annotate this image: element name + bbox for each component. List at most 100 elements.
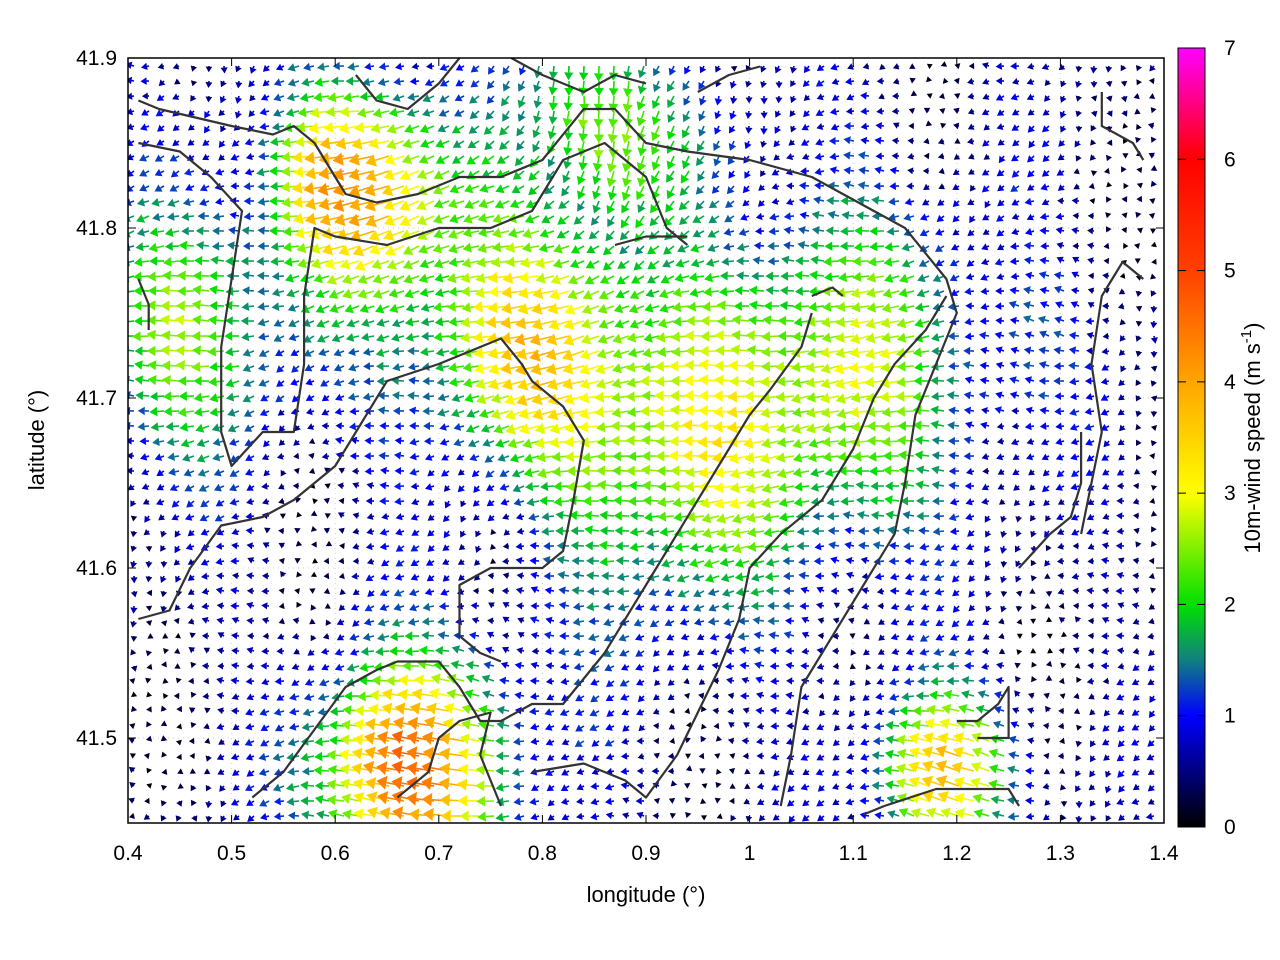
wind-vector-head bbox=[950, 543, 958, 551]
wind-vector-head bbox=[932, 288, 942, 297]
wind-vector-head bbox=[656, 332, 666, 343]
wind-vector-shaft bbox=[845, 440, 855, 444]
wind-vector-head bbox=[807, 452, 817, 463]
wind-vector-head bbox=[889, 182, 896, 191]
wind-vector-head bbox=[858, 541, 866, 550]
wind-vector-shaft bbox=[849, 184, 855, 187]
wind-vector-shaft bbox=[128, 275, 135, 279]
wind-vector-head bbox=[179, 422, 188, 432]
wind-vector-head bbox=[1053, 376, 1061, 386]
wind-vector-shaft bbox=[161, 140, 165, 143]
wind-vector-head bbox=[393, 77, 401, 86]
wind-vector-shaft bbox=[279, 95, 285, 99]
wind-vector-head bbox=[276, 379, 284, 387]
wind-vector-head bbox=[132, 331, 141, 342]
wind-vector-head bbox=[208, 315, 217, 326]
wind-vector-head bbox=[579, 349, 591, 360]
wind-vector-shaft bbox=[606, 544, 615, 547]
wind-vector-shaft bbox=[590, 290, 600, 296]
wind-vector-head bbox=[800, 167, 807, 175]
wind-vector-head bbox=[1038, 377, 1046, 385]
wind-vector-shaft bbox=[818, 229, 825, 232]
wind-vector-head bbox=[879, 391, 890, 403]
wind-vector-head bbox=[410, 513, 418, 521]
wind-vector-head bbox=[460, 272, 471, 284]
wind-vector-shaft bbox=[424, 170, 435, 176]
wind-vector-head bbox=[1042, 109, 1050, 116]
wind-vector-head bbox=[386, 139, 397, 150]
wind-vector-head bbox=[184, 484, 193, 492]
wind-vector-head bbox=[305, 167, 316, 180]
wind-vector-shaft bbox=[515, 440, 525, 445]
wind-vector-shaft bbox=[711, 560, 720, 565]
wind-vector-shaft bbox=[347, 245, 360, 251]
wind-vector-shaft bbox=[442, 350, 450, 353]
wind-vector-shaft bbox=[235, 155, 240, 158]
wind-vector-head bbox=[806, 392, 816, 403]
wind-vector-head bbox=[245, 512, 253, 520]
wind-vector-shaft bbox=[565, 170, 570, 177]
wind-vector-shaft bbox=[634, 365, 645, 369]
wind-vector-shaft bbox=[250, 140, 255, 143]
wind-vector-head bbox=[796, 541, 804, 551]
wind-vector-shaft bbox=[490, 470, 495, 475]
wind-vector-shaft bbox=[738, 500, 750, 505]
wind-vector-shaft bbox=[656, 80, 660, 86]
wind-vector-shaft bbox=[670, 590, 675, 594]
wind-vector-shaft bbox=[800, 440, 810, 445]
wind-vector-head bbox=[427, 514, 435, 521]
wind-vector-shaft bbox=[145, 185, 150, 189]
wind-vector-shaft bbox=[1016, 440, 1020, 443]
wind-vector-head bbox=[682, 113, 691, 123]
wind-vector-head bbox=[448, 286, 457, 297]
wind-vector-shaft bbox=[472, 155, 480, 161]
wind-vector-shaft bbox=[1001, 455, 1005, 458]
wind-vector-shaft bbox=[1045, 289, 1050, 292]
wind-vector-shaft bbox=[1062, 155, 1065, 158]
wind-vector-head bbox=[594, 88, 604, 97]
wind-vector-head bbox=[467, 439, 477, 448]
wind-vector-shaft bbox=[833, 500, 840, 503]
wind-vector-shaft bbox=[394, 125, 405, 130]
wind-vector-head bbox=[541, 527, 549, 536]
wind-vector-head bbox=[1134, 258, 1141, 264]
wind-vector-head bbox=[378, 62, 386, 71]
wind-vector-head bbox=[517, 302, 529, 315]
wind-vector-shaft bbox=[800, 410, 810, 414]
wind-vector-head bbox=[1072, 587, 1079, 595]
wind-vector-shaft bbox=[503, 455, 510, 459]
wind-vector-shaft bbox=[354, 380, 360, 383]
wind-vector-head bbox=[1068, 361, 1076, 370]
wind-vector-head bbox=[795, 511, 804, 521]
wind-vector-shaft bbox=[294, 305, 300, 309]
wind-vector-shaft bbox=[752, 440, 765, 444]
wind-vector-shaft bbox=[431, 500, 435, 503]
wind-vector-head bbox=[324, 258, 335, 270]
wind-vector-head bbox=[407, 346, 415, 356]
wind-vector-head bbox=[393, 589, 402, 597]
wind-vector-shaft bbox=[294, 335, 300, 338]
wind-vector-head bbox=[214, 514, 223, 522]
wind-vector-shaft bbox=[502, 185, 510, 190]
wind-vector-shaft bbox=[716, 125, 720, 130]
wind-vector-shaft bbox=[550, 155, 555, 162]
wind-vector-shaft bbox=[740, 319, 750, 322]
wind-vector-shaft bbox=[578, 215, 585, 221]
wind-vector-shaft bbox=[620, 335, 630, 340]
wind-vector-shaft bbox=[957, 230, 960, 233]
wind-vector-shaft bbox=[279, 320, 285, 324]
wind-vector-head bbox=[1150, 306, 1158, 313]
wind-vector-shaft bbox=[458, 395, 465, 399]
wind-vector-shaft bbox=[216, 289, 225, 292]
wind-vector-head bbox=[882, 465, 892, 476]
wind-vector-head bbox=[1148, 152, 1155, 159]
wind-vector-head bbox=[391, 346, 400, 356]
wind-vector-shaft bbox=[416, 515, 420, 518]
wind-vector-shaft bbox=[852, 65, 855, 68]
wind-vector-head bbox=[178, 256, 187, 266]
wind-vector-head bbox=[1071, 469, 1079, 477]
wind-vector-head bbox=[783, 241, 791, 250]
wind-vector-head bbox=[218, 140, 226, 148]
wind-vector-head bbox=[380, 573, 388, 581]
wind-vector-head bbox=[424, 78, 433, 87]
